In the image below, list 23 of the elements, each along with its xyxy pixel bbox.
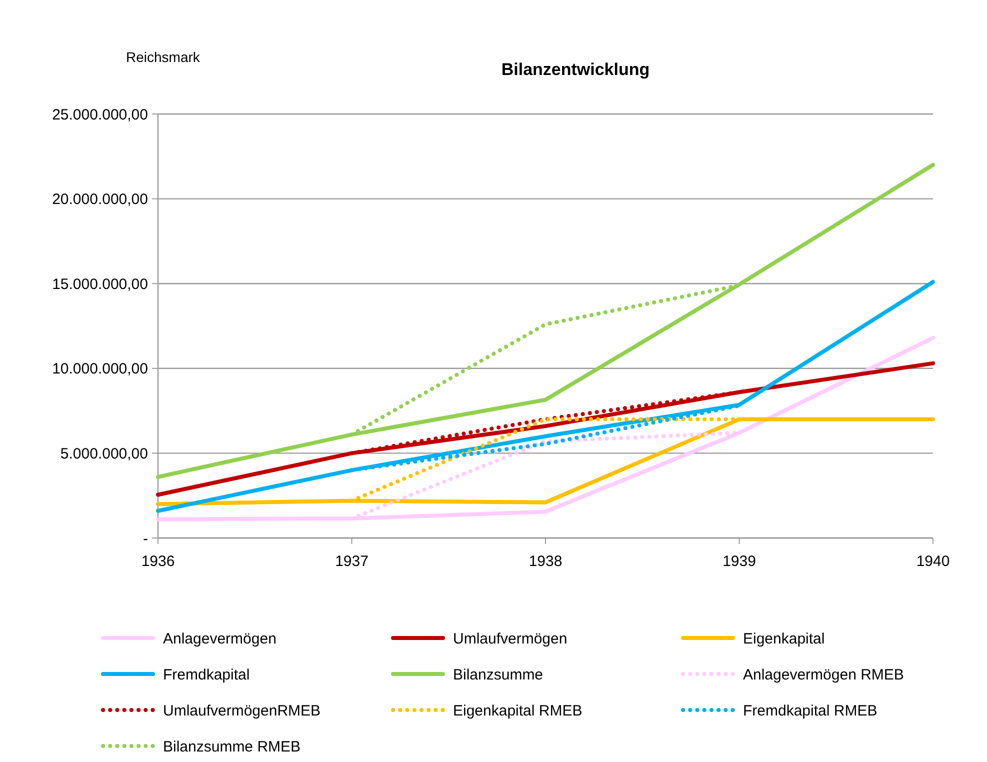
x-tick-label: 1940 xyxy=(916,553,950,570)
y-tick-label: 15.000.000,00 xyxy=(52,276,148,293)
legend-label: Anlagevermögen RMEB xyxy=(743,666,904,684)
legend-label: Bilanzsumme xyxy=(453,666,544,684)
x-tick-label: 1936 xyxy=(141,553,175,570)
legend-label: Umlaufvermögen xyxy=(453,630,568,648)
y-tick-label: 10.000.000,00 xyxy=(52,360,148,378)
legend-label: UmlaufvermögenRMEB xyxy=(163,702,321,720)
legend-label: Fremdkapital xyxy=(163,666,250,684)
y-tick-label: 5.000.000,00 xyxy=(60,445,148,462)
y-tick-label: 25.000.000,00 xyxy=(52,106,148,124)
x-tick-label: 1939 xyxy=(722,553,756,570)
legend-label: Eigenkapital RMEB xyxy=(453,702,582,720)
legend-label: Anlagevermögen xyxy=(163,630,276,648)
legend-label: Fremdkapital RMEB xyxy=(743,702,878,720)
y-tick-label: - xyxy=(143,530,148,548)
y-axis-title: Reichsmark xyxy=(126,49,201,65)
chart-title: Bilanzentwicklung xyxy=(501,60,650,79)
legend-label: Eigenkapital xyxy=(743,630,825,648)
legend-label: Bilanzsumme RMEB xyxy=(163,738,301,756)
x-tick-label: 1938 xyxy=(528,553,562,570)
y-tick-label: 20.000.000,00 xyxy=(52,191,148,208)
x-tick-label: 1937 xyxy=(335,553,368,570)
